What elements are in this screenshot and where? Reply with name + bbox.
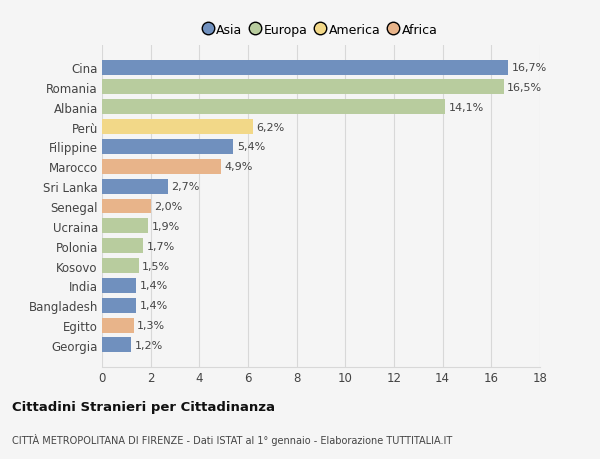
Bar xyxy=(102,258,139,274)
Text: 4,9%: 4,9% xyxy=(225,162,253,172)
Text: Cittadini Stranieri per Cittadinanza: Cittadini Stranieri per Cittadinanza xyxy=(12,400,275,413)
Legend: Asia, Europa, America, Africa: Asia, Europa, America, Africa xyxy=(201,20,441,40)
Text: 1,5%: 1,5% xyxy=(142,261,170,271)
Text: 6,2%: 6,2% xyxy=(257,123,285,132)
Bar xyxy=(102,160,221,174)
Bar xyxy=(102,61,508,75)
Bar xyxy=(102,298,136,313)
Bar xyxy=(102,278,136,293)
Text: 1,2%: 1,2% xyxy=(135,340,163,350)
Text: CITTÀ METROPOLITANA DI FIRENZE - Dati ISTAT al 1° gennaio - Elaborazione TUTTITA: CITTÀ METROPOLITANA DI FIRENZE - Dati IS… xyxy=(12,433,452,445)
Text: 14,1%: 14,1% xyxy=(449,102,484,112)
Bar xyxy=(102,239,143,253)
Text: 5,4%: 5,4% xyxy=(237,142,265,152)
Text: 2,0%: 2,0% xyxy=(154,202,182,212)
Bar xyxy=(102,219,148,234)
Text: 1,4%: 1,4% xyxy=(140,281,168,291)
Bar xyxy=(102,199,151,214)
Text: 1,4%: 1,4% xyxy=(140,301,168,311)
Text: 1,3%: 1,3% xyxy=(137,320,166,330)
Bar xyxy=(102,120,253,135)
Bar xyxy=(102,318,134,333)
Bar xyxy=(102,80,503,95)
Bar xyxy=(102,140,233,155)
Text: 16,7%: 16,7% xyxy=(512,63,547,73)
Bar xyxy=(102,179,168,194)
Text: 16,5%: 16,5% xyxy=(507,83,542,93)
Text: 1,7%: 1,7% xyxy=(147,241,175,251)
Text: 2,7%: 2,7% xyxy=(172,182,200,192)
Bar xyxy=(102,338,131,353)
Text: 1,9%: 1,9% xyxy=(152,221,180,231)
Bar xyxy=(102,100,445,115)
